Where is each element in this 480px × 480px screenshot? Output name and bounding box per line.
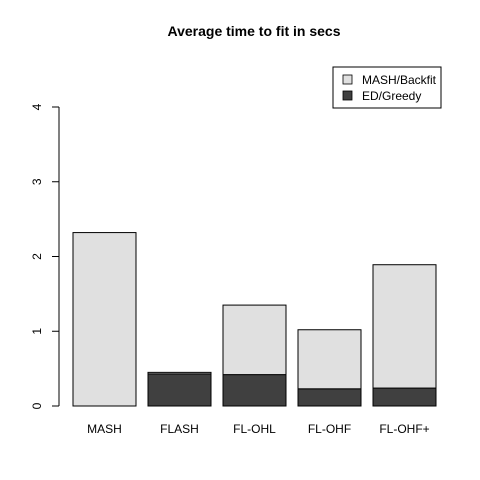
- y-axis: 0 1 2 3 4: [30, 103, 60, 409]
- bar-segment: [297, 388, 362, 407]
- y-tick-label: 2: [30, 253, 44, 260]
- x-tick-label: MASH: [87, 422, 122, 436]
- x-tick-label: FL-OHF+: [379, 422, 429, 436]
- bar-segment: [372, 387, 437, 407]
- bar-segment: [222, 374, 287, 407]
- legend-swatch-mash-backfit: [342, 74, 353, 85]
- y-tick-label: 1: [30, 328, 44, 335]
- chart-title: Average time to fit in secs: [168, 23, 341, 39]
- legend: MASH/Backfit ED/Greedy: [332, 66, 442, 109]
- bar-segment: [147, 373, 212, 407]
- y-tick-label: 3: [30, 178, 44, 185]
- x-axis-labels: MASH FLASH FL-OHL FL-OHF FL-OHF+: [87, 422, 430, 436]
- x-tick-label: FLASH: [160, 422, 199, 436]
- y-tick-label: 0: [30, 402, 44, 409]
- bar-segment: [297, 329, 362, 390]
- bar-segment: [372, 264, 437, 389]
- bar-segment: [222, 304, 287, 376]
- y-tick-label: 4: [30, 103, 44, 110]
- x-tick-label: FL-OHL: [233, 422, 276, 436]
- legend-box: [332, 66, 442, 109]
- legend-swatch-ed-greedy: [342, 90, 353, 101]
- x-tick-label: FL-OHF: [308, 422, 351, 436]
- bar-segment: [72, 232, 137, 407]
- legend-label-mash-backfit: MASH/Backfit: [362, 73, 437, 87]
- bar-segment: [147, 371, 212, 375]
- legend-label-ed-greedy: ED/Greedy: [362, 89, 421, 103]
- bars-group: [72, 232, 437, 407]
